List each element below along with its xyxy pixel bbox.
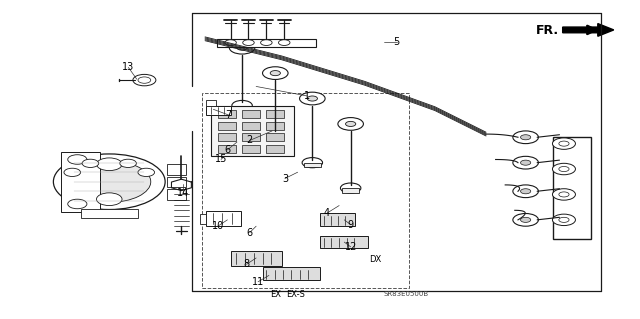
Text: 11: 11 xyxy=(252,277,264,287)
Circle shape xyxy=(520,217,531,222)
Circle shape xyxy=(120,159,136,167)
Circle shape xyxy=(552,163,575,175)
Bar xyxy=(262,268,320,280)
Circle shape xyxy=(138,77,151,83)
Circle shape xyxy=(346,122,356,126)
Circle shape xyxy=(552,138,575,149)
Circle shape xyxy=(520,189,531,194)
Bar xyxy=(61,152,100,212)
Bar xyxy=(230,251,282,266)
Ellipse shape xyxy=(68,161,151,202)
Text: 10: 10 xyxy=(212,221,224,231)
Circle shape xyxy=(513,131,538,144)
Circle shape xyxy=(302,158,323,168)
Bar xyxy=(242,122,260,130)
Bar xyxy=(206,211,241,226)
Text: 14: 14 xyxy=(177,188,189,198)
Bar xyxy=(267,134,284,139)
Bar xyxy=(304,163,321,167)
Bar xyxy=(81,209,138,218)
Text: 12: 12 xyxy=(344,242,357,252)
Bar xyxy=(242,110,260,118)
Circle shape xyxy=(138,168,154,176)
Circle shape xyxy=(278,40,290,46)
Bar xyxy=(320,213,355,226)
Text: 9: 9 xyxy=(348,219,354,230)
Text: EX-S: EX-S xyxy=(286,290,305,299)
Bar xyxy=(218,110,236,118)
Bar xyxy=(320,236,368,249)
Circle shape xyxy=(307,96,317,101)
Circle shape xyxy=(520,135,531,140)
Circle shape xyxy=(262,67,288,79)
Circle shape xyxy=(64,168,81,176)
Circle shape xyxy=(340,183,361,193)
Circle shape xyxy=(260,40,272,46)
Text: 13: 13 xyxy=(122,63,134,72)
Bar xyxy=(266,133,284,141)
Bar xyxy=(342,188,359,193)
Bar xyxy=(266,145,284,152)
Text: EX: EX xyxy=(270,290,281,299)
Circle shape xyxy=(237,45,247,50)
Circle shape xyxy=(513,185,538,197)
Bar xyxy=(266,110,284,118)
Text: 8: 8 xyxy=(243,259,250,269)
Circle shape xyxy=(82,159,99,167)
Text: 4: 4 xyxy=(323,209,330,219)
Text: DX: DX xyxy=(369,255,381,264)
Text: 7: 7 xyxy=(225,110,232,120)
Text: 15: 15 xyxy=(215,154,227,165)
Bar xyxy=(218,133,236,141)
Text: 3: 3 xyxy=(282,174,288,183)
Circle shape xyxy=(513,156,538,169)
Text: 5: 5 xyxy=(394,37,400,47)
Circle shape xyxy=(97,193,122,205)
Bar xyxy=(167,177,186,188)
Circle shape xyxy=(338,118,364,130)
Circle shape xyxy=(232,100,252,111)
Ellipse shape xyxy=(53,154,165,210)
Circle shape xyxy=(552,189,575,200)
Circle shape xyxy=(265,129,285,139)
Circle shape xyxy=(68,199,87,209)
Bar xyxy=(218,145,236,152)
Bar xyxy=(266,122,284,130)
Circle shape xyxy=(97,158,122,171)
Bar xyxy=(216,39,316,47)
Text: FR.: FR. xyxy=(536,24,559,37)
Bar xyxy=(234,106,250,110)
Circle shape xyxy=(225,40,236,46)
Bar xyxy=(553,137,591,239)
Bar xyxy=(242,145,260,152)
Circle shape xyxy=(133,74,156,86)
Bar xyxy=(202,93,410,288)
Text: 1: 1 xyxy=(304,91,310,101)
Text: 6: 6 xyxy=(246,227,253,238)
Circle shape xyxy=(300,92,325,105)
Bar xyxy=(242,133,260,141)
Circle shape xyxy=(513,213,538,226)
Circle shape xyxy=(243,40,254,46)
Circle shape xyxy=(270,70,280,76)
Text: SR83E0500B: SR83E0500B xyxy=(384,292,429,298)
Circle shape xyxy=(68,155,87,164)
Bar xyxy=(167,189,186,200)
Circle shape xyxy=(520,160,531,165)
FancyArrow shape xyxy=(563,24,614,36)
Bar xyxy=(206,106,230,115)
Bar xyxy=(211,106,294,156)
Bar xyxy=(167,164,186,175)
Bar xyxy=(206,100,216,106)
Bar xyxy=(218,122,236,130)
Circle shape xyxy=(552,214,575,226)
Bar xyxy=(200,214,206,224)
Text: 2: 2 xyxy=(246,136,253,145)
Circle shape xyxy=(229,41,255,54)
Text: 6: 6 xyxy=(225,145,230,155)
